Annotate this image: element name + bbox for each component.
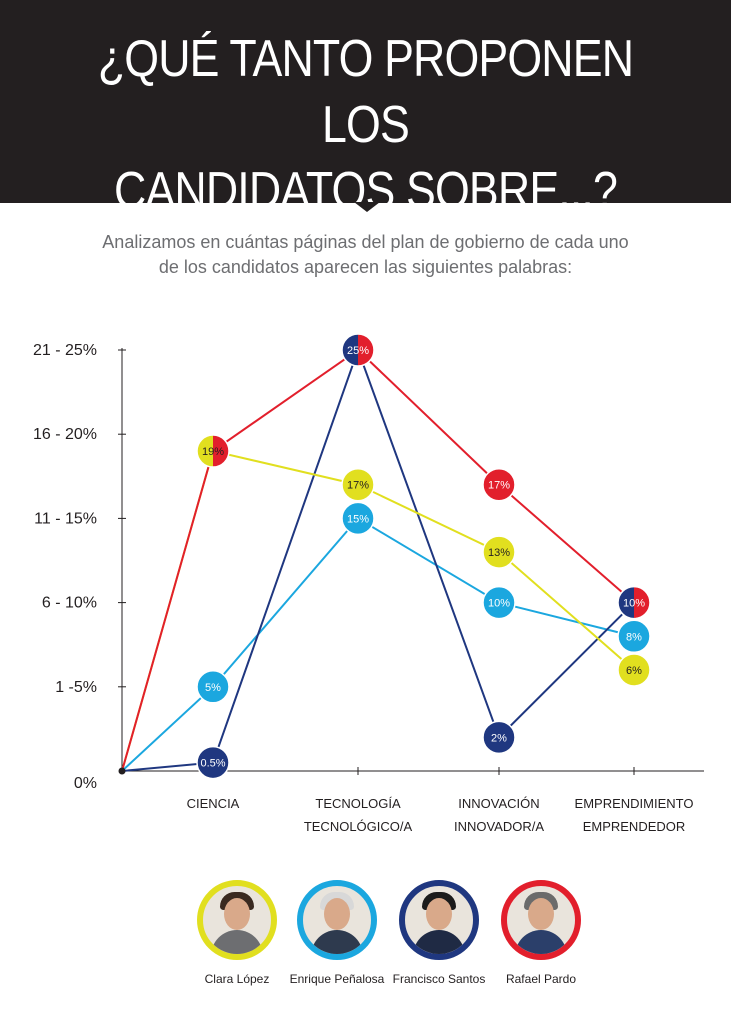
x-tick-label: INNOVACIÓN — [458, 796, 539, 811]
x-tick-label: TECNOLÓGICO/A — [304, 819, 413, 834]
candidate-name: Clara López — [204, 972, 270, 986]
data-label: 10% — [623, 598, 645, 610]
data-label: 19% — [202, 446, 224, 458]
subtitle-line-1: Analizamos en cuántas páginas del plan d… — [102, 232, 629, 252]
candidate-rafael: Rafael Pardo — [486, 880, 596, 986]
avatar — [399, 880, 479, 960]
data-label: 2% — [491, 732, 507, 744]
header-notch — [354, 202, 380, 212]
data-label: 6% — [626, 665, 642, 677]
y-tick-label: 21 - 25% — [33, 342, 97, 359]
candidate-name: Enrique Peñalosa — [289, 972, 385, 986]
candidate-name: Francisco Santos — [392, 972, 486, 986]
data-point-outline — [617, 585, 651, 620]
avatar — [501, 880, 581, 960]
origin-point — [118, 767, 126, 775]
series-line — [121, 347, 635, 772]
data-label: 10% — [488, 598, 510, 610]
x-tick-label: EMPRENDEDOR — [583, 819, 686, 834]
data-point — [196, 745, 230, 780]
data-point — [634, 586, 650, 619]
data-point — [341, 501, 375, 536]
data-point — [213, 435, 229, 468]
data-point — [618, 586, 634, 619]
data-point — [197, 435, 213, 468]
data-point — [482, 535, 516, 569]
y-tick-label: 0% — [74, 775, 97, 792]
data-label: 17% — [488, 480, 510, 492]
candidate-name: Rafael Pardo — [505, 972, 577, 986]
candidate-enrique: Enrique Peñalosa — [282, 880, 392, 986]
data-point — [482, 585, 516, 620]
data-point — [341, 467, 375, 502]
data-point-outline — [341, 333, 375, 367]
subtitle-line-2: de los candidatos aparecen las siguiente… — [158, 257, 573, 277]
data-point — [196, 670, 230, 704]
x-tick-label: INNOVADOR/A — [454, 819, 544, 834]
data-point — [482, 720, 516, 755]
data-label: 17% — [347, 480, 369, 492]
line-chart: 0% 1 -5% 6 - 10% 11 - 15% 16 - 20% 21 - 25% CI… — [33, 333, 704, 834]
candidate-francisco: Francisco Santos — [384, 880, 494, 986]
page-title: ¿QUÉ TANTO PROPONEN LOS CANDIDATOS SOBRE… — [51, 26, 680, 224]
x-tick-label: EMPRENDIMIENTO — [575, 796, 694, 811]
data-point — [617, 653, 651, 687]
x-tick-label: TECNOLOGÍA — [315, 796, 401, 811]
data-label: 13% — [488, 547, 510, 559]
avatar — [297, 880, 377, 960]
y-tick-label: 11 - 15% — [34, 510, 97, 527]
header-banner: ¿QUÉ TANTO PROPONEN LOS CANDIDATOS SOBRE… — [0, 0, 731, 220]
y-tick-label: 1 -5% — [55, 679, 97, 696]
data-label: 8% — [626, 631, 642, 643]
data-point — [617, 619, 651, 654]
subtitle: Analizamos en cuántas páginas del plan d… — [60, 230, 671, 280]
avatar — [197, 880, 277, 960]
candidates-legend: Clara López Enrique Peñalosa Francisco S… — [0, 880, 731, 1000]
data-label: 15% — [347, 513, 369, 525]
y-tick-label: 16 - 20% — [33, 426, 97, 443]
data-point — [342, 334, 358, 366]
data-label: 5% — [205, 682, 221, 694]
data-label: 25% — [347, 345, 369, 357]
candidate-clara: Clara López — [182, 880, 292, 986]
data-point-outline — [196, 434, 230, 468]
title-line-2: CANDIDATOS SOBRE...? — [113, 162, 618, 220]
data-point — [358, 334, 374, 366]
data-label: 0.5% — [200, 758, 225, 770]
series-line — [121, 348, 635, 772]
series-line — [121, 517, 635, 772]
data-point — [482, 467, 516, 502]
y-tick-label: 6 - 10% — [42, 595, 97, 612]
title-line-1: ¿QUÉ TANTO PROPONEN LOS — [97, 30, 634, 154]
x-tick-label: CIENCIA — [187, 796, 240, 811]
